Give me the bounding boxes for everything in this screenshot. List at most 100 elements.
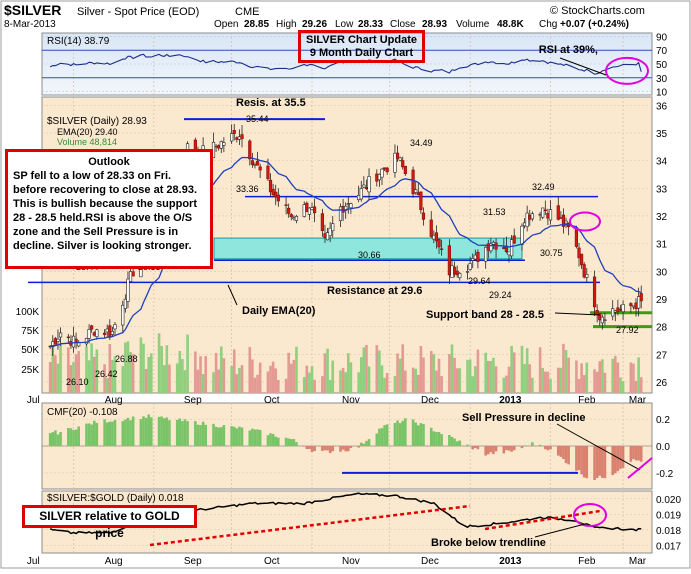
- candle-body: [403, 165, 407, 175]
- cmf-bar: [639, 446, 643, 462]
- volume-bar: [562, 343, 565, 393]
- candle-body: [613, 310, 617, 313]
- volume-bar: [238, 367, 241, 393]
- price-value-label: 26.42: [95, 369, 118, 379]
- cmf-bar: [484, 446, 487, 456]
- candle-body: [250, 160, 254, 165]
- x-tick-label-bottom: Oct: [264, 556, 280, 567]
- candle-body: [395, 152, 400, 159]
- volume-bar: [108, 344, 112, 393]
- update-line-1: SILVER Chart Update: [305, 34, 418, 46]
- volume-bar: [253, 377, 257, 393]
- candle-body: [458, 273, 462, 279]
- cmf-bar: [168, 420, 171, 446]
- candle-body: [491, 241, 496, 245]
- volume-bar: [326, 348, 329, 393]
- candle-body: [489, 243, 493, 252]
- volume-bar: [54, 355, 57, 393]
- candle-body: [222, 142, 226, 146]
- candle-body: [595, 310, 599, 315]
- candle-body: [556, 205, 560, 220]
- candle-body: [416, 192, 420, 195]
- indicator-layer: [42, 49, 653, 547]
- cmf-bar: [393, 422, 397, 446]
- cmf-bar: [139, 419, 143, 446]
- volume-bar: [629, 362, 633, 393]
- cmf-bar: [235, 428, 239, 446]
- cmf-bar: [165, 417, 169, 446]
- volume-bar: [274, 368, 278, 393]
- cmf-bar: [429, 427, 433, 446]
- ratio-note-box: SILVER relative to GOLD price: [22, 505, 197, 540]
- update-line-2: 9 Month Daily Chart: [309, 47, 414, 59]
- cmf-bar: [474, 446, 477, 448]
- candle-body: [131, 271, 135, 277]
- candle-body: [618, 309, 623, 311]
- volume-bar: [458, 368, 462, 393]
- cmf-bar: [175, 419, 179, 446]
- cmf-bar: [186, 421, 189, 446]
- candle-body: [274, 191, 278, 198]
- volume-bar: [448, 354, 451, 393]
- cmf-bar: [411, 419, 415, 446]
- cmf-bar: [204, 424, 208, 446]
- candle-body: [421, 212, 426, 220]
- cmf-bar: [326, 446, 329, 451]
- volume-bar: [77, 351, 80, 393]
- x-tick-label-bottom: Dec: [421, 556, 439, 567]
- cmf-bar: [181, 421, 184, 446]
- cmf-bar: [321, 446, 324, 451]
- cmf-bar: [564, 446, 568, 464]
- volume-bar: [157, 333, 161, 393]
- volume-bar: [601, 359, 604, 393]
- volume-bar: [321, 376, 324, 393]
- cmf-bar: [308, 446, 311, 450]
- candle-body: [71, 335, 76, 348]
- cmf-bar: [528, 446, 532, 447]
- ratio-highlight-ellipse: [573, 503, 607, 527]
- volume-bar: [577, 379, 581, 393]
- candle-body: [276, 194, 280, 202]
- volume-bar: [639, 377, 643, 393]
- price-tick-label: 34: [656, 157, 668, 168]
- candle-body: [287, 207, 291, 214]
- volume-bar: [598, 361, 602, 393]
- volume-bar: [139, 337, 143, 393]
- volume-bar: [67, 347, 70, 393]
- outlook-line-4: 28 - 28.5 held.RSI is above the O/S: [13, 212, 193, 224]
- cmf-bar: [567, 446, 570, 465]
- candle-body: [585, 274, 589, 278]
- outlook-line-5: zone and the Sell Pressure is in: [13, 226, 179, 238]
- low-label: Low: [335, 19, 354, 30]
- volume-bar: [287, 352, 290, 393]
- volume-bar: [51, 346, 55, 393]
- cmf-bar: [277, 437, 280, 446]
- candle-body: [58, 332, 63, 338]
- cmf-bar: [274, 436, 278, 446]
- chart-update-box: SILVER Chart Update 9 Month Daily Chart: [298, 30, 425, 63]
- candle-body: [502, 247, 506, 250]
- candle-body: [87, 329, 91, 339]
- cmf-bar: [580, 446, 583, 475]
- volume-bar: [129, 351, 132, 393]
- volume-bar: [435, 370, 438, 393]
- volume-bar: [124, 342, 127, 393]
- volume-bar: [549, 379, 552, 393]
- volume-bar: [404, 370, 407, 393]
- volume-bar: [113, 356, 117, 393]
- cmf-bar: [269, 433, 272, 446]
- volume-tick-label: 50K: [21, 345, 39, 356]
- close-value: 28.93: [422, 19, 447, 30]
- candle-body: [401, 160, 405, 168]
- price-value-label: 32.49: [532, 182, 555, 192]
- cmf-bar: [471, 446, 475, 450]
- candle-body: [639, 293, 643, 302]
- cmf-bar: [422, 423, 425, 446]
- volume-bar: [494, 366, 498, 393]
- cmf-bar: [339, 446, 342, 452]
- cmf-bar: [295, 442, 298, 446]
- cmf-bar: [367, 439, 371, 446]
- candle-body: [398, 157, 402, 161]
- volume-bar: [201, 374, 205, 393]
